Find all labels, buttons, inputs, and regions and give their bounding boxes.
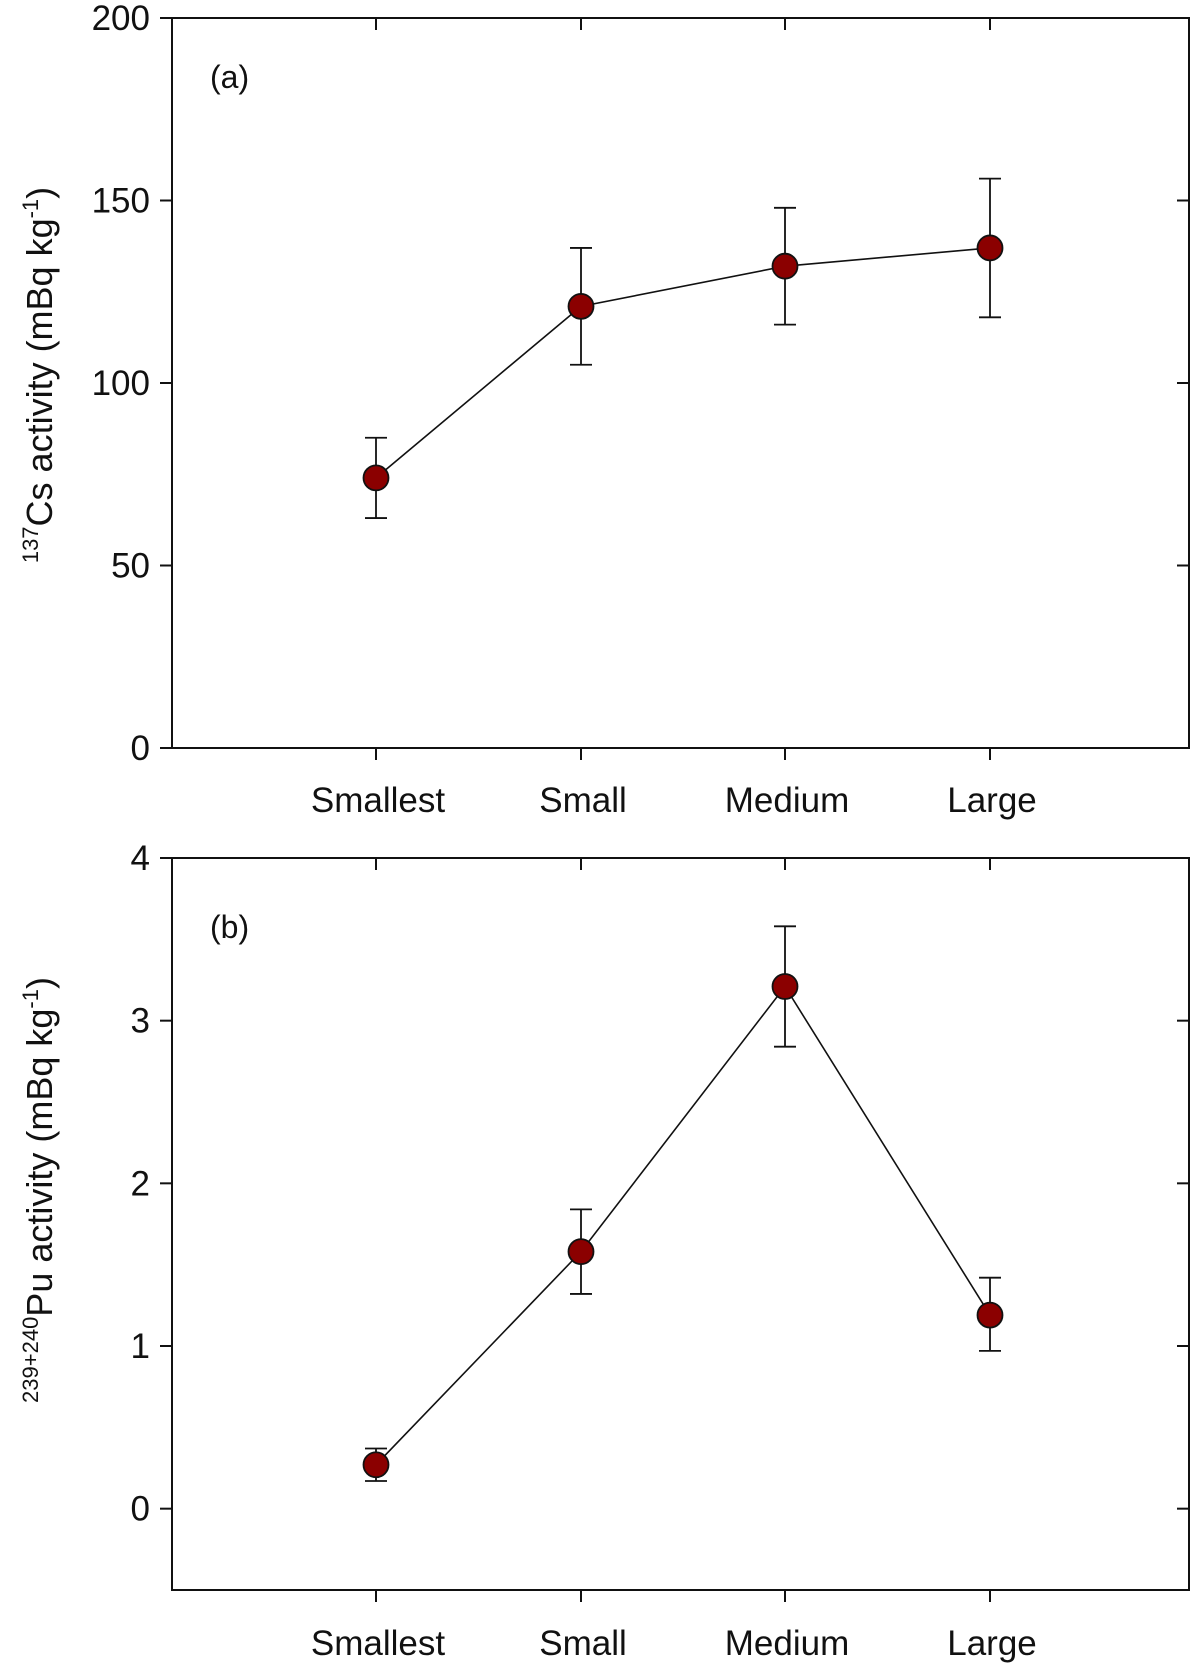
panel-b-pu239-240: 0 1 2 3 4 Smallest Small Medium Large (b) 239+240… (18, 839, 1190, 1663)
svg-text:137Cs activity (mBq kg-1): 137Cs activity (mBq kg-1) (18, 187, 60, 563)
panel-b-x-tick-label: Large (947, 1624, 1037, 1663)
panel-a-y-tick-label: 50 (111, 547, 150, 586)
panel-b-y-title-close: ) (19, 977, 60, 989)
panel-b-y-tick-label: 2 (131, 1164, 150, 1203)
panel-a-y-axis-title: 137Cs activity (mBq kg-1) (18, 187, 60, 563)
panel-a-y-title-main: Cs activity (mBq kg (19, 218, 60, 526)
panel-b-x-tick-label: Smallest (311, 1624, 445, 1663)
panel-b-y-axis-title: 239+240Pu activity (mBq kg-1) (18, 977, 60, 1403)
panel-a-x-tick-label: Smallest (311, 781, 445, 820)
panel-a-x-tick-label: Large (947, 781, 1037, 820)
panel-a-x-tick-label: Small (539, 781, 627, 820)
panel-b-plot-frame (171, 857, 1190, 1591)
panel-b-data-point (362, 1451, 390, 1479)
panel-a-series-line (375, 247, 991, 479)
panel-b-y-tick-label: 4 (131, 839, 150, 878)
panel-b-x-tick-label: Medium (725, 1624, 849, 1663)
panel-a-x-tick-label: Medium (725, 781, 849, 820)
panel-b-y-title-superscript: 239+240 (18, 1317, 43, 1403)
panel-a-plot-frame (171, 17, 1190, 749)
panel-b-y-title-main: Pu activity (mBq kg (19, 1009, 60, 1317)
panel-a-panel-label: (a) (210, 59, 249, 95)
panel-a-y-tick-label: 200 (92, 0, 150, 38)
panel-a-y-tick-label: 150 (92, 182, 150, 221)
panel-a-y-tick-label: 100 (92, 364, 150, 403)
panel-b-y-title-exponent: -1 (18, 989, 43, 1009)
panel-b-data-point (976, 1301, 1004, 1329)
panel-b-data-point (567, 1238, 595, 1266)
panel-b-data-point (771, 973, 799, 1000)
panel-a-data-point (362, 464, 390, 492)
svg-text:239+240Pu activity (mBq kg-1): 239+240Pu activity (mBq kg-1) (18, 977, 60, 1403)
panel-a-data-point (567, 292, 595, 320)
panel-b-y-tick-label: 0 (131, 1490, 150, 1529)
panel-b-x-tick-label: Small (539, 1624, 627, 1663)
panel-a-y-title-close: ) (19, 187, 60, 199)
panel-b-panel-label: (b) (210, 909, 249, 945)
panel-a-data-point (771, 252, 799, 280)
panel-a-data-point (976, 234, 1004, 262)
panel-a-y-title-exponent: -1 (18, 199, 43, 219)
panel-b-y-tick-label: 3 (131, 1002, 150, 1041)
panel-b-series-line (375, 985, 991, 1466)
panel-a-y-tick-label: 0 (131, 729, 150, 768)
panel-a-y-title-superscript: 137 (18, 526, 43, 563)
panel-b-y-tick-label: 1 (131, 1327, 150, 1366)
